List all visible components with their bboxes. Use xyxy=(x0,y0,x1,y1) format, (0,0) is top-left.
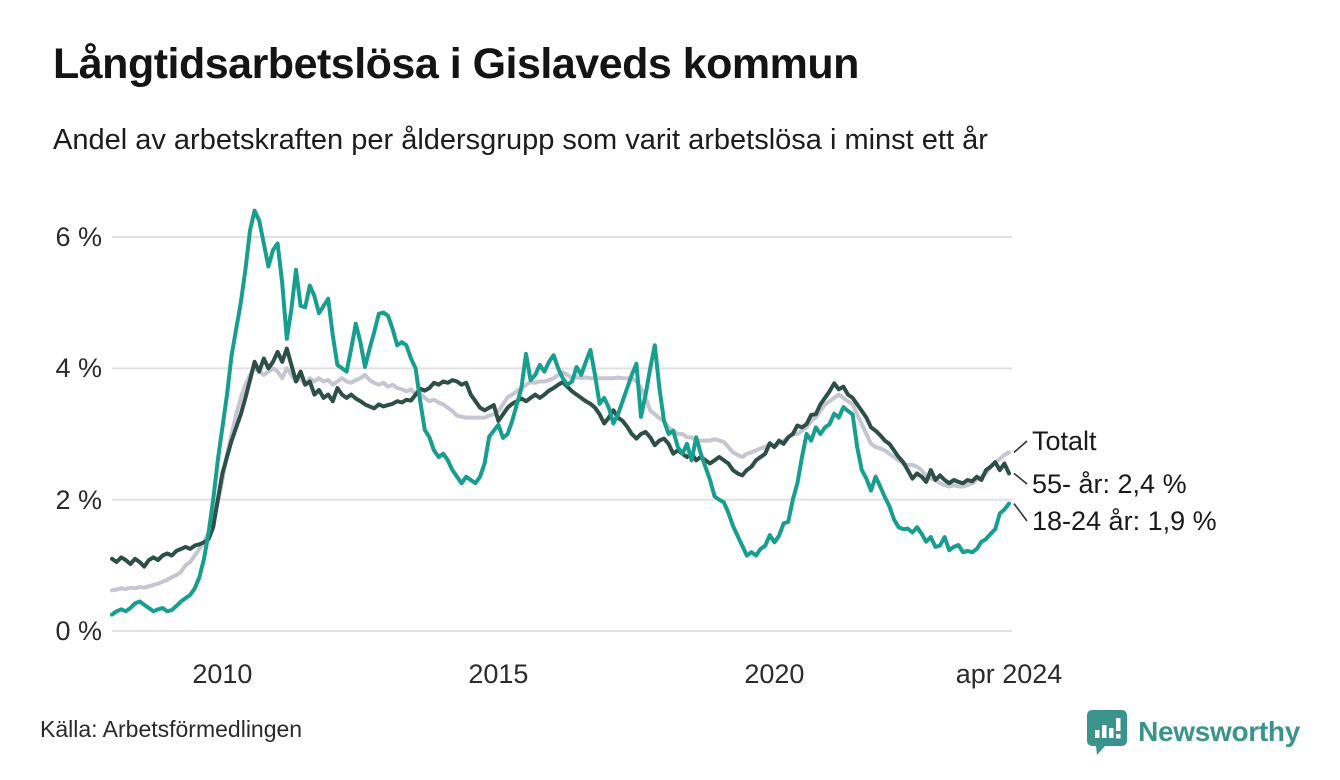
series-label-totalt: Totalt xyxy=(1032,426,1097,456)
series-label-55-ar: 55- år: 2,4 % xyxy=(1032,469,1187,499)
page-title: Långtidsarbetslösa i Gislaveds kommun xyxy=(53,40,859,88)
newsworthy-logo: Newsworthy xyxy=(1086,708,1300,756)
y-axis-tick-6: 6 % xyxy=(55,221,102,252)
series-label-18-24-ar: 18-24 år: 1,9 % xyxy=(1032,506,1217,536)
y-axis-tick-2: 2 % xyxy=(55,484,102,515)
y-axis-tick-4: 4 % xyxy=(55,353,102,384)
x-axis-tick-2010: 2010 xyxy=(192,659,253,689)
newsworthy-wordmark: Newsworthy xyxy=(1138,716,1300,747)
newsworthy-bubble-chart-icon xyxy=(1086,708,1128,756)
y-axis-tick-0: 0 % xyxy=(55,616,102,646)
x-axis-tick-2015: 2015 xyxy=(468,659,529,689)
source-note: Källa: Arbetsförmedlingen xyxy=(40,716,303,742)
x-axis-tick-2020: 2020 xyxy=(744,659,805,689)
x-axis-tick-apr-2024: apr 2024 xyxy=(955,659,1063,689)
chart-subtitle: Andel av arbetskraften per åldersgrupp s… xyxy=(53,124,988,156)
